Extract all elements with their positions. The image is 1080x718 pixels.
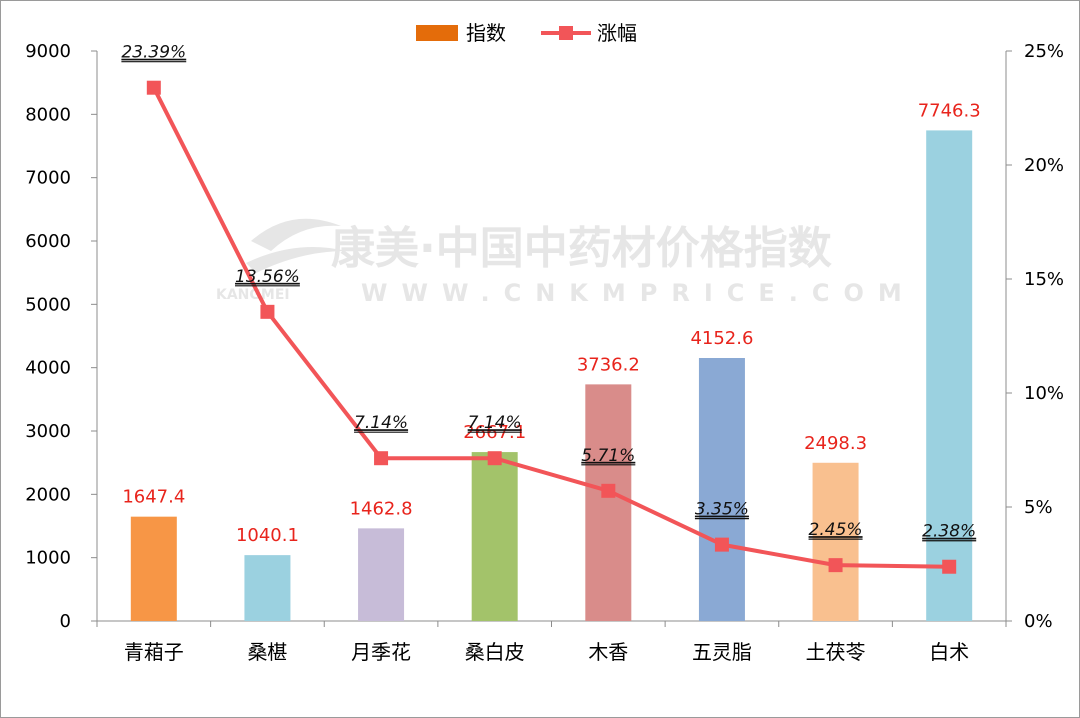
legend-bar-swatch xyxy=(416,25,458,41)
bar xyxy=(358,528,405,621)
y-right-tick-label: 25% xyxy=(1024,41,1064,62)
y-right-tick-label: 20% xyxy=(1024,155,1064,176)
line-value-label: 23.39% xyxy=(121,43,186,63)
line-marker xyxy=(260,304,275,319)
y-left-tick-label: 8000 xyxy=(25,104,71,125)
x-category-label: 桑白皮 xyxy=(465,640,525,664)
y-left-tick-label: 1000 xyxy=(25,548,71,569)
y-left-tick-label: 7000 xyxy=(25,168,71,189)
y-left-tick-label: 6000 xyxy=(25,231,71,252)
line-marker xyxy=(828,558,843,573)
y-right-tick-label: 0% xyxy=(1024,611,1053,632)
bar-value-label: 7746.3 xyxy=(918,100,981,121)
bars xyxy=(130,130,973,621)
y-left-tick-label: 4000 xyxy=(25,358,71,379)
x-category-label: 木香 xyxy=(588,640,628,664)
legend-line-label: 涨幅 xyxy=(597,21,637,45)
y-left-tick-label: 9000 xyxy=(25,41,71,62)
watermark-title: 康美·中国中药材价格指数 xyxy=(331,223,832,274)
x-category-label: 青葙子 xyxy=(124,640,184,664)
bar xyxy=(471,452,518,621)
y-right-tick-label: 5% xyxy=(1024,497,1053,518)
x-category-label: 桑椹 xyxy=(247,640,287,664)
line-value-label: 13.56% xyxy=(235,267,300,287)
line-marker xyxy=(714,537,729,552)
bar-value-label: 1647.4 xyxy=(122,487,185,508)
line-value-label: 2.38% xyxy=(922,522,976,542)
line-value-label: 2.45% xyxy=(809,520,863,540)
x-category-label: 月季花 xyxy=(351,640,411,664)
y-right-tick-label: 10% xyxy=(1024,383,1064,404)
bar xyxy=(585,384,632,621)
watermark: 康美·中国中药材价格指数 KANGMEI WWW.CNKMPRICE.COM xyxy=(216,218,916,307)
line-marker xyxy=(146,80,161,95)
line-marker xyxy=(487,451,502,466)
line-series xyxy=(146,80,957,574)
axes: 0 1000 2000 3000 4000 5000 6000 7000 8000 9000 0% 5… xyxy=(25,41,1064,664)
line-path xyxy=(152,86,950,569)
legend: 指数 涨幅 xyxy=(416,21,637,45)
bar xyxy=(130,516,177,621)
bar xyxy=(812,462,859,621)
bar-value-label: 4152.6 xyxy=(690,328,753,349)
y-right-tick-label: 15% xyxy=(1024,269,1064,290)
legend-bar-label: 指数 xyxy=(466,21,506,45)
bar-value-label: 1462.8 xyxy=(350,498,413,519)
line-value-label: 7.14% xyxy=(354,413,408,433)
line-marker xyxy=(942,559,957,574)
bar xyxy=(244,555,291,621)
y-left-tick-label: 5000 xyxy=(25,294,71,315)
watermark-brand: KANGMEI xyxy=(216,287,290,303)
y-left-tick-label: 2000 xyxy=(25,484,71,505)
bar-value-label: 2498.3 xyxy=(804,433,867,454)
bar xyxy=(926,130,973,621)
x-category-label: 土茯苓 xyxy=(806,640,866,664)
bar-value-label: 3736.2 xyxy=(577,354,640,375)
bar xyxy=(698,358,745,621)
legend-line-marker xyxy=(559,26,573,40)
line-value-label: 5.71% xyxy=(581,446,635,466)
x-category-label: 白术 xyxy=(929,640,969,664)
y-left-tick-label: 0 xyxy=(60,611,71,632)
x-category-label: 五灵脂 xyxy=(692,640,752,664)
line-value-label: 3.35% xyxy=(695,500,749,520)
watermark-url: WWW.CNKMPRICE.COM xyxy=(361,279,916,307)
data-labels: 1647.41040.11462.82667.13736.24152.62498… xyxy=(121,43,981,546)
bar-value-label: 1040.1 xyxy=(236,525,299,546)
line-marker xyxy=(374,451,389,466)
line-value-label: 7.14% xyxy=(468,413,522,433)
line-marker xyxy=(601,483,616,498)
y-left-tick-label: 3000 xyxy=(25,421,71,442)
watermark-logo-icon xyxy=(246,218,346,273)
